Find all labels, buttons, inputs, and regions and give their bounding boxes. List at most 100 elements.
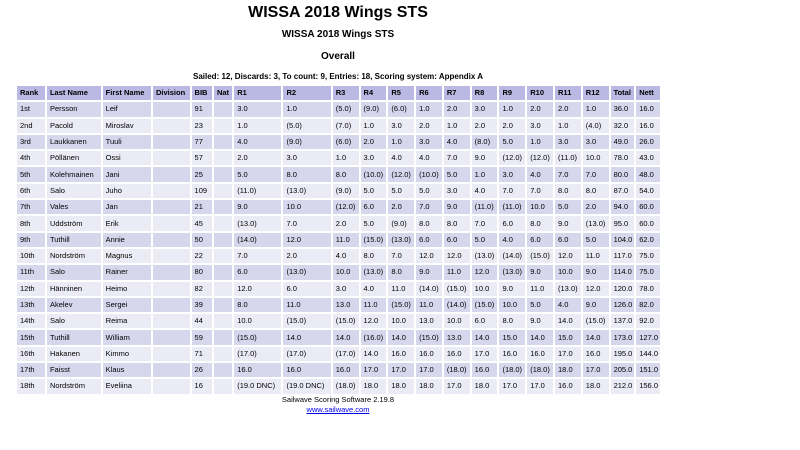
column-header: Last Name bbox=[46, 86, 101, 101]
table-cell: 7.0 bbox=[416, 200, 442, 215]
table-cell: 5.0 bbox=[360, 183, 387, 199]
table-cell: (5.0) bbox=[283, 118, 331, 133]
table-cell bbox=[213, 297, 233, 313]
table-cell: 78.0 bbox=[610, 151, 635, 166]
table-cell: 59 bbox=[191, 330, 212, 345]
table-cell: (9.0) bbox=[388, 216, 415, 231]
table-cell: 6.0 bbox=[234, 265, 282, 280]
table-cell: Hakanen bbox=[46, 346, 101, 362]
table-cell: 80.0 bbox=[610, 167, 635, 182]
table-cell bbox=[153, 297, 190, 313]
table-cell: 10th bbox=[17, 248, 45, 264]
table-cell: 23 bbox=[191, 118, 212, 133]
table-cell: 18th bbox=[17, 379, 45, 394]
table-cell: 16 bbox=[191, 379, 212, 394]
table-cell: (12.0) bbox=[332, 200, 359, 215]
table-cell: (13.0) bbox=[283, 183, 331, 199]
table-cell: 1.0 bbox=[283, 102, 331, 117]
table-cell: 14.0 bbox=[360, 346, 387, 362]
table-cell: Erik bbox=[102, 216, 151, 231]
table-cell: 8.0 bbox=[332, 167, 359, 182]
table-cell: 156.0 bbox=[636, 379, 660, 394]
table-cell: 14.0 bbox=[283, 330, 331, 345]
table-cell: 22 bbox=[191, 248, 212, 264]
table-cell: 6.0 bbox=[555, 232, 581, 247]
table-cell: 16.0 bbox=[527, 346, 554, 362]
table-cell: (17.0) bbox=[234, 346, 282, 362]
table-cell: Rainer bbox=[102, 265, 151, 280]
table-cell: (18.0) bbox=[527, 363, 554, 378]
table-cell bbox=[153, 314, 190, 329]
table-cell: Klaus bbox=[102, 363, 151, 378]
table-cell: 2.0 bbox=[555, 102, 581, 117]
table-cell: 6.0 bbox=[283, 281, 331, 296]
table-row: 17th Faisst Klaus 26 16.0 16.0 16.0 17.0 17.0 17.… bbox=[17, 363, 660, 378]
table-row: 9th Tuthill Annie 50 (14.0) 12.0 11.0 (15.0) (13… bbox=[17, 232, 660, 247]
table-cell: (16.0) bbox=[360, 330, 387, 345]
table-cell bbox=[153, 281, 190, 296]
table-cell: 78.0 bbox=[636, 281, 660, 296]
table-cell: (19.0 DNC) bbox=[234, 379, 282, 394]
table-cell: 12.0 bbox=[471, 265, 498, 280]
table-cell: 195.0 bbox=[610, 346, 635, 362]
table-cell: 4.0 bbox=[555, 297, 581, 313]
table-cell: 1.0 bbox=[582, 102, 609, 117]
table-cell: 7.0 bbox=[471, 216, 498, 231]
table-cell: 12.0 bbox=[283, 232, 331, 247]
sailwave-link[interactable]: www.sailwave.com bbox=[306, 405, 370, 414]
table-cell: 3.0 bbox=[443, 183, 470, 199]
table-cell: 14th bbox=[17, 314, 45, 329]
table-cell: 114.0 bbox=[610, 265, 635, 280]
table-cell: 8.0 bbox=[283, 167, 331, 182]
table-cell: (19.0 DNC) bbox=[283, 379, 331, 394]
table-cell: 1.0 bbox=[499, 102, 526, 117]
table-cell: 3.0 bbox=[555, 134, 581, 150]
table-cell: 94.0 bbox=[610, 200, 635, 215]
table-cell: 5th bbox=[17, 167, 45, 182]
table-cell: Tuthill bbox=[46, 232, 101, 247]
table-cell: 11.0 bbox=[360, 297, 387, 313]
table-cell: 13.0 bbox=[416, 314, 442, 329]
table-cell: 16.0 bbox=[471, 363, 498, 378]
table-cell: (11.0) bbox=[234, 183, 282, 199]
table-cell: Kimmo bbox=[102, 346, 151, 362]
table-cell: 8.0 bbox=[416, 216, 442, 231]
table-cell bbox=[153, 232, 190, 247]
table-cell: 9.0 bbox=[471, 151, 498, 166]
table-cell: 2.0 bbox=[471, 118, 498, 133]
table-cell: 2.0 bbox=[527, 102, 554, 117]
table-cell: Persson bbox=[46, 102, 101, 117]
table-cell: 82.0 bbox=[636, 297, 660, 313]
table-cell: 5.0 bbox=[555, 200, 581, 215]
table-row: 1st Persson Leif 91 3.0 1.0 (5.0) (9.0) (6.0) 1.0… bbox=[17, 102, 660, 117]
table-cell: 7th bbox=[17, 200, 45, 215]
table-cell: 9.0 bbox=[582, 297, 609, 313]
table-cell: Jani bbox=[102, 167, 151, 182]
table-cell: (14.0) bbox=[443, 297, 470, 313]
table-cell: (15.0) bbox=[582, 314, 609, 329]
table-cell: 4.0 bbox=[443, 134, 470, 150]
table-row: 3rd Laukkanen Tuuli 77 4.0 (9.0) (6.0) 2.0 1.0 3.… bbox=[17, 134, 660, 150]
table-cell: (10.0) bbox=[416, 167, 442, 182]
table-cell: 5.0 bbox=[388, 183, 415, 199]
table-cell: 2.0 bbox=[582, 200, 609, 215]
table-cell: 15th bbox=[17, 330, 45, 345]
table-cell bbox=[213, 363, 233, 378]
table-row: 16th Hakanen Kimmo 71 (17.0) (17.0) (17.0) 14.0… bbox=[17, 346, 660, 362]
table-cell: 7.0 bbox=[499, 183, 526, 199]
table-cell bbox=[213, 151, 233, 166]
scoring-summary: Sailed: 12, Discards: 3, To count: 9, En… bbox=[193, 72, 483, 81]
table-cell: 1.0 bbox=[555, 118, 581, 133]
table-cell: Tuthill bbox=[46, 330, 101, 345]
column-header: R4 bbox=[360, 86, 387, 101]
table-row: 18th Nordström Eveliina 16 (19.0 DNC) (19.0 D… bbox=[17, 379, 660, 394]
table-cell: 151.0 bbox=[636, 363, 660, 378]
table-cell: Miroslav bbox=[102, 118, 151, 133]
table-cell: 17.0 bbox=[360, 363, 387, 378]
table-cell: Salo bbox=[46, 183, 101, 199]
table-cell: 54.0 bbox=[636, 183, 660, 199]
column-header: Division bbox=[153, 86, 190, 101]
table-cell bbox=[213, 330, 233, 345]
table-cell: 17.0 bbox=[499, 379, 526, 394]
table-cell: 120.0 bbox=[610, 281, 635, 296]
